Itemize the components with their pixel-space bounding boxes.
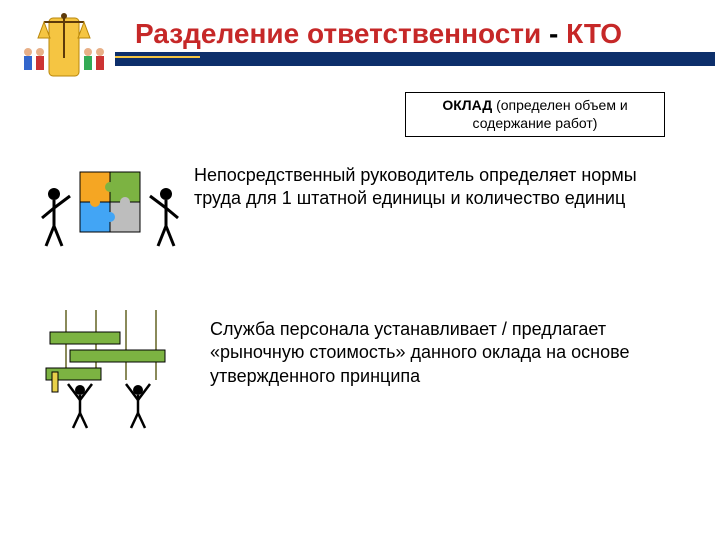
section-2: Служба персонала устанавливает / предлаг… bbox=[40, 310, 680, 430]
title-underline bbox=[115, 52, 715, 66]
oklad-bold: ОКЛАД bbox=[442, 97, 496, 113]
section-1-text: Непосредственный руководитель определяет… bbox=[194, 160, 680, 211]
bars-illustration bbox=[40, 310, 190, 430]
section-2-text: Служба персонала устанавливает / предлаг… bbox=[210, 310, 680, 388]
title-part3: КТО bbox=[566, 18, 622, 49]
title-separator: - bbox=[541, 18, 566, 49]
header: Разделение ответственности - КТО bbox=[0, 0, 720, 66]
section-1: Непосредственный руководитель определяет… bbox=[40, 160, 680, 260]
oklad-box: ОКЛАД (определен объем и содержание рабо… bbox=[405, 92, 665, 137]
oklad-line1: (определен объем и bbox=[496, 97, 628, 113]
puzzle-illustration bbox=[40, 160, 180, 260]
oklad-line2: содержание работ) bbox=[473, 115, 598, 131]
title-part1: Разделение ответственности bbox=[135, 18, 541, 49]
scales-logo bbox=[18, 8, 114, 84]
